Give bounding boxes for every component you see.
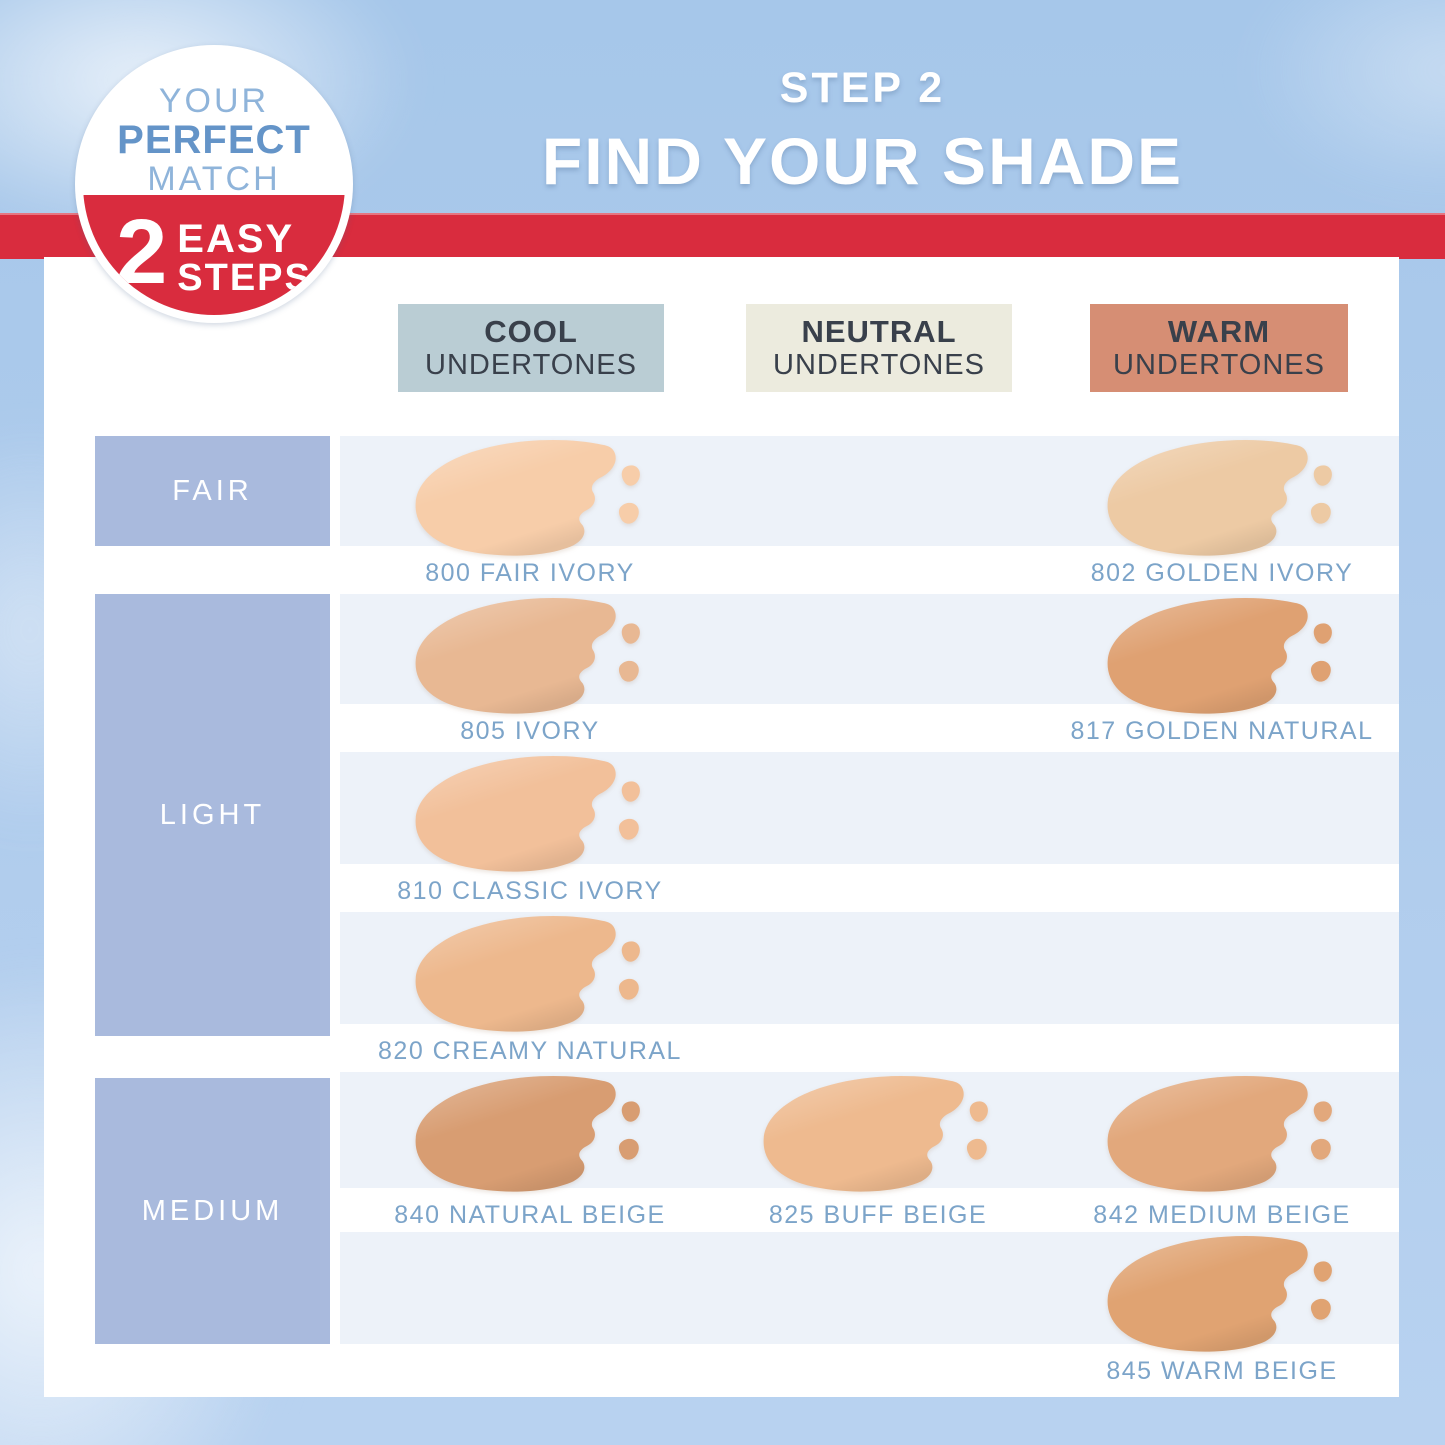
badge-red-semicircle — [83, 195, 345, 315]
foundation-swatch-smear — [1107, 440, 1332, 556]
badge-line-perfect: PERFECT — [117, 118, 311, 163]
foundation-swatch-smear — [415, 916, 640, 1032]
column-header-rest: UNDERTONES — [425, 349, 637, 382]
shade-label: 802 GOLDEN IVORY — [1090, 559, 1354, 587]
foundation-swatch-smear — [1107, 1076, 1332, 1192]
row-label-medium: MEDIUM — [95, 1078, 330, 1344]
shade-label: 800 FAIR IVORY — [425, 559, 635, 587]
column-header-word: COOL — [484, 313, 578, 349]
badge-steps-text: 2 EASY STEPS — [83, 201, 345, 303]
shade-label: 825 BUFF BEIGE — [768, 1201, 988, 1229]
badge-steps-column: EASY STEPS — [177, 215, 312, 299]
badge-number-2: 2 — [116, 201, 168, 303]
foundation-swatch-smear — [415, 598, 640, 714]
column-header-cool: COOL UNDERTONES — [398, 304, 664, 392]
badge-easy-label: EASY — [177, 217, 295, 261]
foundation-swatch-smear — [1107, 1236, 1332, 1352]
column-header-word: WARM — [1167, 313, 1271, 349]
column-header-rest: UNDERTONES — [773, 349, 985, 382]
badge-inner-circle: YOUR PERFECT MATCH 2 EASY STEPS — [83, 53, 345, 315]
column-header-neutral: NEUTRAL UNDERTONES — [746, 304, 1012, 392]
shade-label: 845 WARM BEIGE — [1106, 1357, 1338, 1385]
column-header-warm: WARM UNDERTONES — [1090, 304, 1348, 392]
badge-line-your: YOUR — [158, 82, 270, 120]
foundation-swatch-smear — [415, 1076, 640, 1192]
column-header-rest: UNDERTONES — [1113, 349, 1325, 382]
shade-label: 820 CREAMY NATURAL — [378, 1037, 682, 1065]
foundation-swatch-smear — [763, 1076, 988, 1192]
page-title: FIND YOUR SHADE — [541, 124, 1184, 198]
row-label-fair: FAIR — [95, 436, 330, 546]
shade-label: 840 NATURAL BEIGE — [394, 1201, 666, 1229]
foundation-swatch-smear — [415, 440, 640, 556]
row-label-light: LIGHT — [95, 594, 330, 1036]
step-label: STEP 2 — [779, 64, 946, 112]
shade-label: 805 IVORY — [460, 717, 600, 745]
shade-label: 810 CLASSIC IVORY — [397, 877, 663, 905]
shade-label: 817 GOLDEN NATURAL — [1070, 717, 1374, 745]
perfect-match-badge: YOUR PERFECT MATCH 2 EASY STEPS — [75, 45, 353, 323]
badge-steps-label: STEPS — [177, 257, 312, 299]
foundation-swatch-smear — [1107, 598, 1332, 714]
badge-line-match: MATCH — [147, 160, 281, 199]
title-block: STEP 2 FIND YOUR SHADE — [290, 64, 1435, 199]
shade-label: 842 MEDIUM BEIGE — [1093, 1201, 1351, 1229]
foundation-swatch-smear — [415, 756, 640, 872]
column-header-word: NEUTRAL — [801, 313, 957, 349]
badge-top-text: YOUR PERFECT MATCH — [83, 83, 345, 197]
